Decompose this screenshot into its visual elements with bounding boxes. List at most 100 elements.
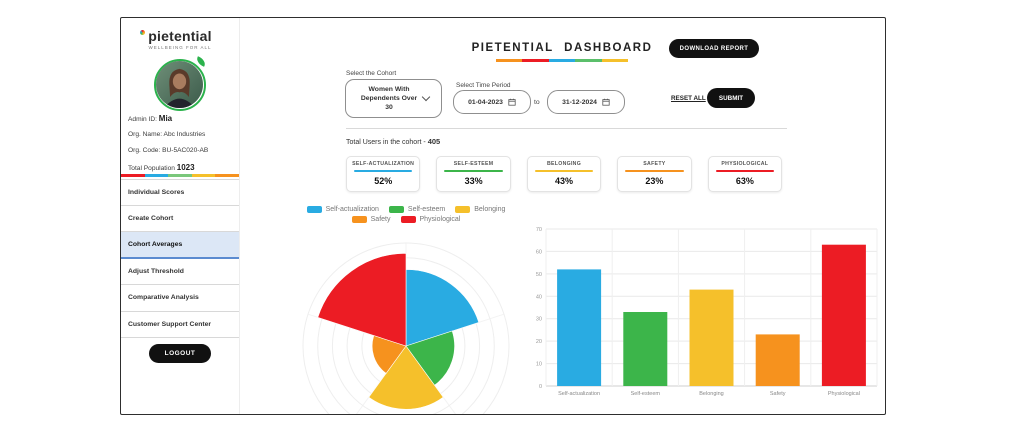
svg-text:50: 50 — [536, 272, 542, 278]
stat-card-value: 52% — [374, 175, 393, 186]
stat-card-label: PHYSIOLOGICAL — [721, 161, 769, 167]
svg-text:Safety: Safety — [770, 391, 786, 397]
legend-swatch — [306, 206, 322, 213]
dashboard-card: pietential WELLBEING FOR ALL Admin ID: M… — [120, 17, 886, 415]
svg-text:40: 40 — [536, 294, 542, 300]
rainbow-segment — [215, 174, 239, 177]
admin-id-row: Admin ID: Mia — [128, 114, 236, 123]
underline-segment — [575, 59, 602, 62]
legend-item-physiological[interactable]: Physiological — [400, 216, 461, 223]
stat-card-value: 63% — [735, 175, 754, 186]
legend-swatch — [388, 206, 404, 213]
date-range-to-label: to — [534, 99, 540, 106]
stat-card-underline — [444, 169, 503, 172]
date-from-value: 01-04-2023 — [468, 98, 503, 106]
svg-text:30: 30 — [536, 317, 542, 323]
chevron-down-icon — [421, 92, 431, 102]
rainbow-segment — [121, 174, 145, 177]
logo-block: pietential WELLBEING FOR ALL — [121, 28, 239, 50]
stat-card-self-actualization: SELF-ACTUALIZATION 52% — [346, 156, 421, 192]
svg-text:Self-actualization: Self-actualization — [558, 391, 600, 397]
total-users-value: 405 — [427, 137, 441, 146]
legend-item-belonging[interactable]: Belonging — [455, 206, 505, 213]
cohort-select-value: Women With Dependents Over 30 — [360, 85, 418, 112]
sidebar: pietential WELLBEING FOR ALL Admin ID: M… — [121, 18, 240, 414]
underline-segment — [496, 59, 523, 62]
avatar-image — [156, 61, 203, 108]
logo-dot-icon — [140, 30, 146, 36]
legend-label: Physiological — [419, 216, 461, 223]
stat-card-row: SELF-ACTUALIZATION 52% SELF-ESTEEM 33% B… — [346, 156, 783, 192]
total-users-label: Total Users in the cohort - — [346, 139, 426, 146]
sidebar-item-comparative-analysis[interactable]: Comparative Analysis — [121, 285, 239, 312]
legend-swatch — [400, 216, 416, 223]
page-title: PIETENTIAL DASHBOARD — [471, 42, 653, 54]
logout-button[interactable]: LOGOUT — [149, 344, 211, 363]
stat-card-safety: SAFETY 23% — [617, 156, 692, 192]
date-to-value: 31-12-2024 — [562, 98, 597, 106]
underline-segment — [522, 59, 549, 62]
stat-card-physiological: PHYSIOLOGICAL 63% — [707, 156, 783, 192]
sidebar-item-customer-support-center[interactable]: Customer Support Center — [121, 311, 239, 338]
org-name: Org. Name: Abc Industries — [128, 131, 206, 138]
stat-card-underline — [534, 169, 594, 172]
legend-label: Self-actualization — [325, 206, 379, 213]
stat-card-label: SELF-ESTEEM — [453, 161, 494, 167]
sidebar-item-adjust-threshold[interactable]: Adjust Threshold — [121, 258, 239, 285]
stat-card-label: SAFETY — [643, 161, 666, 167]
logo-text: pietential — [148, 28, 212, 44]
svg-text:Belonging: Belonging — [699, 391, 723, 397]
date-from-input[interactable]: 01-04-2023 — [453, 90, 531, 114]
stat-card-value: 23% — [645, 175, 664, 186]
submit-button[interactable]: SUBMIT — [707, 88, 755, 108]
stat-card-value: 43% — [555, 175, 574, 186]
stat-card-underline — [715, 169, 775, 172]
legend-swatch — [455, 206, 471, 213]
stat-card-label: SELF-ACTUALIZATION — [352, 161, 415, 167]
rainbow-divider — [121, 174, 239, 177]
stat-card-belonging: BELONGING 43% — [526, 156, 602, 192]
total-population-label: Total Population — [128, 165, 175, 172]
legend-item-safety[interactable]: Safety — [351, 216, 391, 223]
underline-segment — [548, 59, 576, 62]
time-period-label: Select Time Period — [456, 82, 511, 89]
rainbow-segment — [191, 174, 216, 177]
total-population-row: Total Population 1023 — [128, 163, 236, 172]
svg-text:70: 70 — [536, 227, 542, 233]
rainbow-segment — [168, 174, 192, 177]
legend-item-self-actualization[interactable]: Self-actualization — [306, 206, 379, 213]
stat-card-self-esteem: SELF-ESTEEM 33% — [436, 156, 511, 192]
title-underline — [496, 59, 629, 62]
bar-chart: 0 10 20 30 40 50 60 70 Self-actualization Self-es… — [536, 227, 878, 397]
header: PIETENTIAL DASHBOARD — [239, 38, 885, 62]
svg-text:60: 60 — [536, 249, 542, 255]
legend-label: Safety — [370, 216, 391, 223]
stat-card-underline — [353, 169, 413, 172]
sidebar-nav: Individual Scores Create Cohort Cohort A… — [121, 179, 239, 338]
admin-id-value: Mia — [158, 114, 173, 123]
chart-legend: Self-actualization Self-esteem Belonging… — [286, 206, 526, 223]
svg-text:10: 10 — [536, 362, 542, 368]
total-users: Total Users in the cohort - 405 — [346, 137, 440, 146]
filters-divider — [346, 128, 787, 129]
date-to-input[interactable]: 31-12-2024 — [547, 90, 625, 114]
svg-text:Self-esteem: Self-esteem — [631, 391, 661, 397]
leaf-badge-icon — [194, 56, 208, 67]
stat-card-label: BELONGING — [546, 161, 582, 167]
underline-segment — [601, 59, 629, 62]
sidebar-item-create-cohort[interactable]: Create Cohort — [121, 205, 239, 232]
sidebar-item-individual-scores[interactable]: Individual Scores — [121, 179, 239, 206]
admin-id-label: Admin ID: — [128, 116, 157, 123]
legend-item-self-esteem[interactable]: Self-esteem — [388, 206, 446, 213]
svg-text:Physiological: Physiological — [828, 391, 860, 397]
sidebar-item-cohort-averages[interactable]: Cohort Averages — [121, 232, 239, 259]
reset-all-link[interactable]: RESET ALL — [671, 95, 706, 102]
svg-text:0: 0 — [539, 384, 542, 390]
download-report-button[interactable]: DOWNLOAD REPORT — [669, 39, 759, 58]
rainbow-segment — [144, 174, 169, 177]
total-population-value: 1023 — [176, 163, 195, 172]
main-content: PIETENTIAL DASHBOARD DOWNLOAD REPORT Sel… — [239, 18, 885, 414]
legend-label: Self-esteem — [407, 206, 446, 213]
calendar-icon — [602, 98, 610, 106]
cohort-select[interactable]: Women With Dependents Over 30 — [345, 79, 442, 118]
